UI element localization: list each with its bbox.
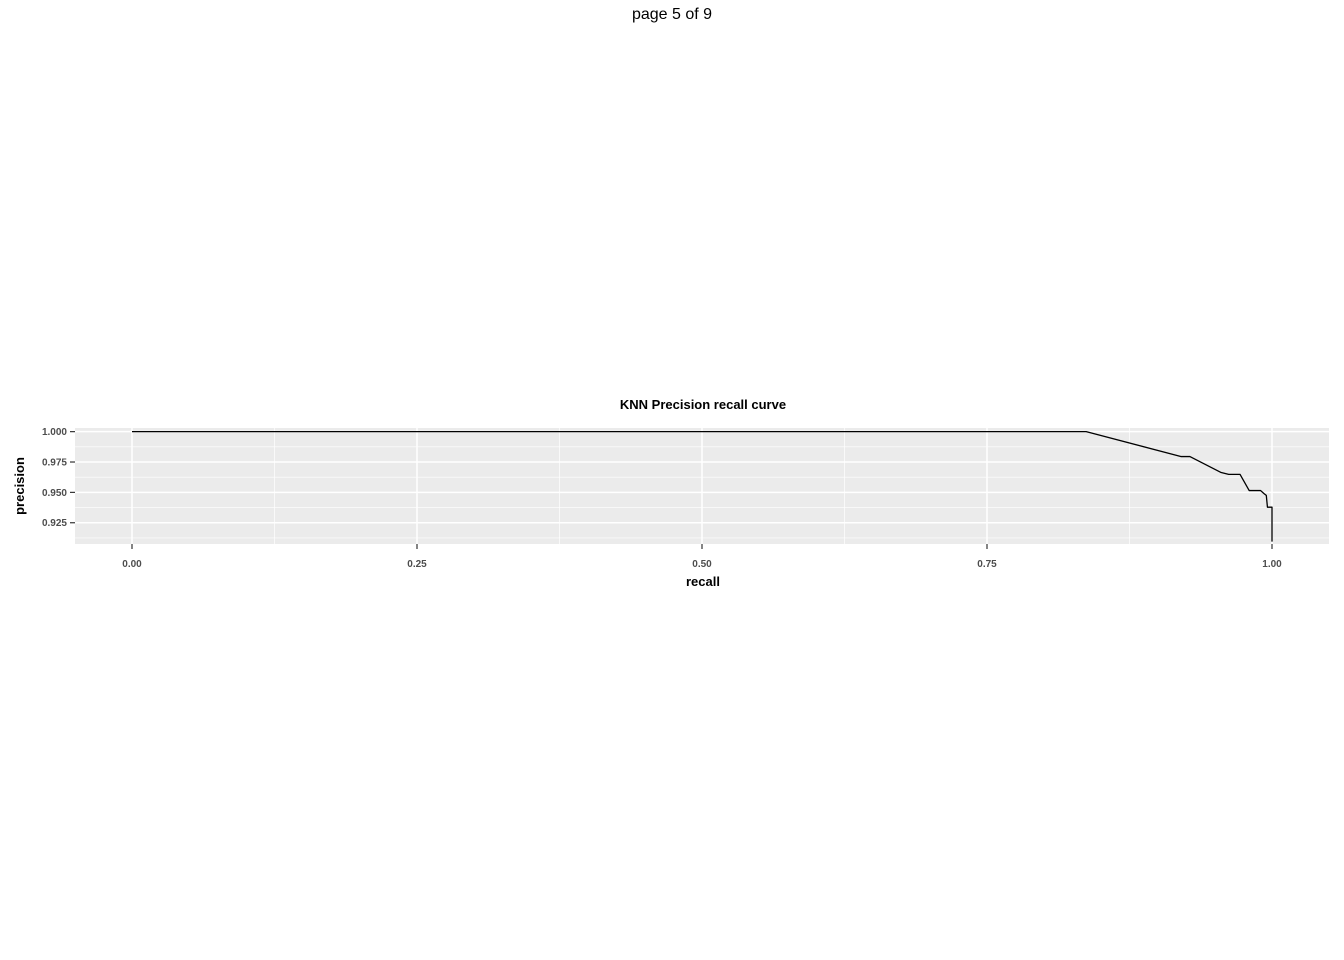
y-tick-label: 1.000: [42, 427, 67, 438]
series-line-0: [132, 430, 1273, 542]
x-axis: 0.00 0.25 0.50 0.75 1.00: [122, 544, 1282, 570]
chart-title: KNN Precision recall curve: [620, 397, 786, 412]
series-layer: [132, 430, 1273, 542]
x-tick-label: 0.25: [407, 559, 427, 570]
x-tick-label: 1.00: [1262, 559, 1282, 570]
y-tick-label: 0.975: [42, 458, 67, 469]
y-tick-label: 0.925: [42, 518, 67, 529]
y-axis-title: precision: [12, 457, 27, 515]
y-tick-label: 0.950: [42, 488, 67, 499]
x-axis-title: recall: [686, 574, 720, 589]
x-tick-label: 0.00: [122, 559, 142, 570]
y-axis: 0.925 0.950 0.975 1.000: [42, 427, 75, 529]
x-tick-label: 0.50: [692, 559, 712, 570]
x-tick-label: 0.75: [977, 559, 997, 570]
page-header: page 5 of 9: [631, 6, 713, 23]
